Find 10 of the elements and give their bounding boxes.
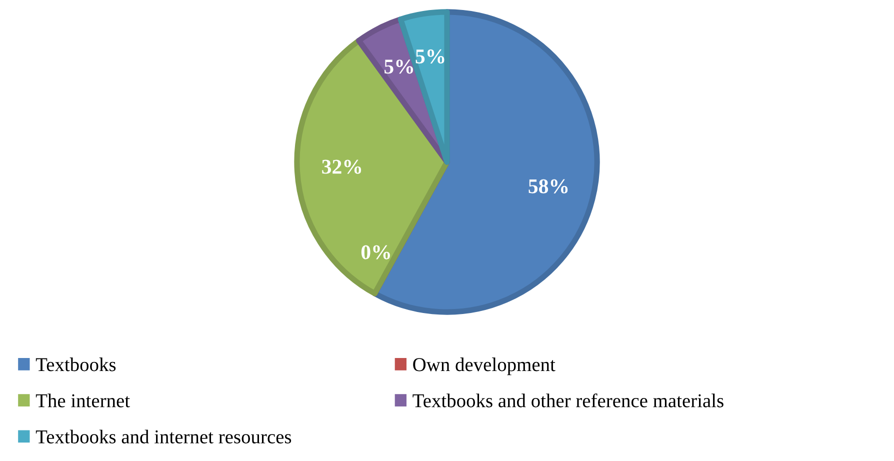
data-label: 58% bbox=[528, 179, 568, 194]
data-label: 5% bbox=[416, 49, 444, 64]
legend-label: Textbooks and other reference materials bbox=[412, 393, 724, 408]
legend-label: The internet bbox=[36, 394, 130, 408]
legend-label: Own development bbox=[413, 358, 556, 376]
data-label: 5% bbox=[384, 60, 413, 74]
data-label: 32% bbox=[322, 160, 362, 174]
legend-label: Textbooks and internet resources bbox=[36, 430, 292, 444]
legend-label: Textbooks bbox=[36, 358, 116, 372]
text: 0% bbox=[361, 245, 390, 260]
